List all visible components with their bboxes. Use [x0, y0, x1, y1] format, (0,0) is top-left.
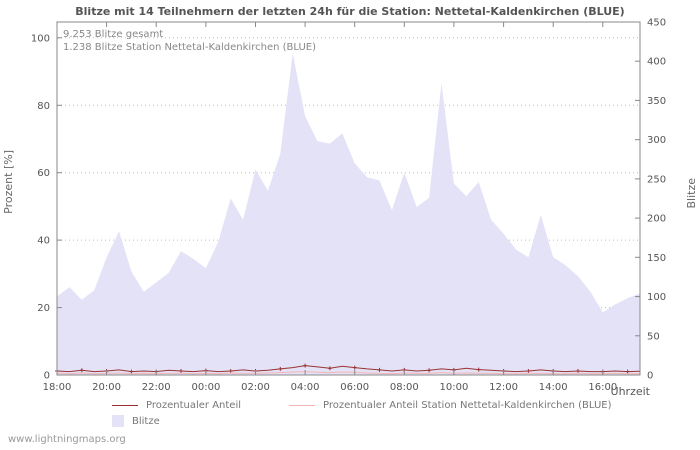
legend-row-area: Blitze [112, 413, 652, 429]
left-axis-label: Prozent [%] [2, 150, 15, 214]
svg-text:200: 200 [647, 214, 666, 225]
svg-text:16:00: 16:00 [588, 382, 617, 393]
legend-label-percent-station: Prozentualer Anteil Station Nettetal-Kal… [323, 399, 612, 411]
svg-text:50: 50 [647, 331, 660, 342]
svg-text:00:00: 00:00 [191, 382, 220, 393]
svg-text:0: 0 [647, 371, 653, 382]
chart-legend: Prozentualer Anteil Prozentualer Anteil … [112, 397, 652, 429]
svg-text:18:00: 18:00 [43, 382, 72, 393]
percent-station-line-icon [289, 404, 316, 406]
svg-text:20:00: 20:00 [92, 382, 121, 393]
right-axis-label: Blitze [685, 178, 698, 209]
blitze-area-swatch-icon [112, 415, 124, 427]
svg-text:80: 80 [37, 101, 50, 112]
svg-text:100: 100 [647, 292, 666, 303]
watermark: www.lightningmaps.org [8, 434, 126, 445]
annotation-total-strikes: 9.253 Blitze gesamt [63, 29, 164, 40]
svg-text:100: 100 [31, 33, 50, 44]
blitze-area-shape [57, 53, 640, 376]
legend-item-blitze: Blitze [112, 415, 160, 427]
annotation-station-strikes: 1.238 Blitze Station Nettetal-Kaldenkirc… [63, 42, 316, 53]
svg-text:06:00: 06:00 [340, 382, 369, 393]
svg-text:02:00: 02:00 [241, 382, 270, 393]
svg-text:12:00: 12:00 [489, 382, 518, 393]
svg-text:250: 250 [647, 174, 666, 185]
svg-text:350: 350 [647, 96, 666, 107]
svg-text:22:00: 22:00 [142, 382, 171, 393]
legend-row-lines: Prozentualer Anteil Prozentualer Anteil … [112, 397, 652, 413]
svg-text:10:00: 10:00 [439, 382, 468, 393]
svg-text:150: 150 [647, 253, 666, 264]
svg-text:40: 40 [37, 236, 50, 247]
svg-text:14:00: 14:00 [539, 382, 568, 393]
svg-text:20: 20 [37, 303, 50, 314]
svg-text:400: 400 [647, 57, 666, 68]
x-axis-label: Uhrzeit [610, 385, 650, 398]
legend-item-percent-station: Prozentualer Anteil Station Nettetal-Kal… [289, 399, 612, 411]
svg-text:04:00: 04:00 [291, 382, 320, 393]
svg-text:08:00: 08:00 [390, 382, 419, 393]
legend-item-percent-total: Prozentualer Anteil [112, 400, 241, 411]
percent-total-line-icon [112, 404, 138, 406]
svg-text:0: 0 [44, 371, 50, 382]
legend-label-percent-total: Prozentualer Anteil [146, 399, 242, 411]
svg-text:450: 450 [647, 18, 666, 29]
legend-label-blitze: Blitze [132, 415, 160, 427]
svg-text:60: 60 [37, 168, 50, 179]
svg-text:300: 300 [647, 135, 666, 146]
chart-title: Blitze mit 14 Teilnehmern der letzten 24… [75, 5, 625, 18]
